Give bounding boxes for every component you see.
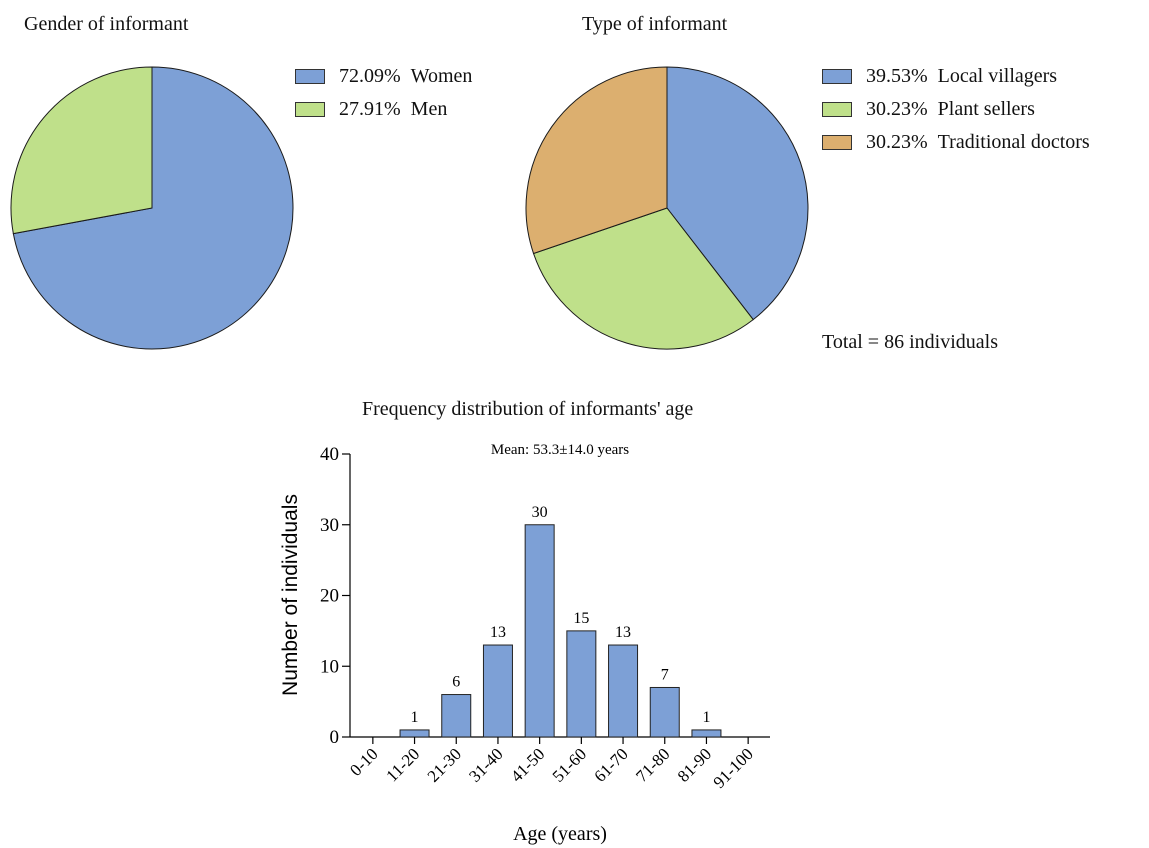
x-tick-label-51-60: 51-60 — [549, 744, 590, 785]
y-tick-label: 10 — [320, 656, 339, 677]
pie-slice-men — [10, 66, 153, 235]
legend-swatch-plant-sellers — [822, 102, 852, 117]
x-tick-label-0-10: 0-10 — [346, 744, 381, 779]
legend-label-local-villagers: Local villagers — [937, 65, 1058, 87]
legend-swatch-local-villagers — [822, 69, 852, 84]
bar-11-20 — [399, 729, 430, 738]
x-tick-label-21-30: 21-30 — [424, 744, 465, 785]
y-tick-label: 30 — [320, 515, 339, 536]
x-axis-label: Age (years) — [513, 823, 607, 845]
legend-pct-local-villagers: 39.53% — [866, 65, 928, 87]
type-pie-chart — [525, 66, 809, 350]
bar-31-40 — [482, 644, 513, 738]
legend-item-men: 27.91% Men — [295, 93, 472, 126]
legend-label-traditional-doctors: Traditional doctors — [937, 131, 1090, 153]
legend-item-plant-sellers: 30.23% Plant sellers — [822, 93, 1090, 126]
bar-value-label-71-80: 7 — [661, 666, 669, 683]
bar-chart-title: Frequency distribution of informants' ag… — [362, 398, 694, 420]
bar-value-label-61-70: 13 — [615, 624, 631, 641]
bar-value-label-51-60: 15 — [573, 610, 589, 627]
legend-pct-women: 72.09% — [339, 65, 401, 87]
pie-slice-plant-sellers — [532, 207, 754, 350]
legend-label-plant-sellers: Plant sellers — [937, 98, 1035, 120]
y-tick-label: 40 — [320, 444, 339, 465]
legend-pct-traditional-doctors: 30.23% — [866, 131, 928, 153]
bar-51-60 — [566, 630, 597, 738]
pie-slice-traditional-doctors — [525, 66, 668, 255]
bar-81-90 — [691, 729, 722, 738]
legend-item-traditional-doctors: 30.23% Traditional doctors — [822, 126, 1090, 159]
x-tick-label-31-40: 31-40 — [465, 744, 506, 785]
y-axis-label: Number of individuals — [279, 494, 302, 696]
legend-swatch-men — [295, 102, 325, 117]
pie-slice-local-villagers — [666, 66, 809, 321]
y-tick-label: 0 — [330, 727, 340, 748]
x-tick-label-91-100: 91-100 — [709, 744, 756, 791]
bar-chart-subtitle: Mean: 53.3±14.0 years — [491, 442, 629, 458]
y-tick-label: 20 — [320, 586, 339, 607]
legend-label-men: Men — [410, 98, 448, 120]
age-bar-chart: Mean: 53.3±14.0 years 0 10 20 30 40 0-10 1 11-20… — [279, 442, 770, 845]
type-pie-title: Type of informant — [582, 13, 728, 35]
legend-item-local-villagers: 39.53% Local villagers — [822, 60, 1090, 93]
x-tick-label-71-80: 71-80 — [632, 744, 673, 785]
legend-swatch-traditional-doctors — [822, 135, 852, 150]
bar-21-30 — [441, 694, 472, 738]
gender-legend: 72.09% Women 27.91% Men — [295, 60, 472, 126]
pie-slice-women — [12, 66, 294, 350]
legend-item-women: 72.09% Women — [295, 60, 472, 93]
x-tick-label-81-90: 81-90 — [674, 744, 715, 785]
bar-value-label-81-90: 1 — [702, 709, 710, 726]
bar-41-50 — [524, 524, 555, 738]
gender-pie-title: Gender of informant — [24, 13, 189, 35]
bar-value-label-31-40: 13 — [490, 624, 506, 641]
x-tick-label-11-20: 11-20 — [382, 744, 423, 785]
x-tick-label-61-70: 61-70 — [590, 744, 631, 785]
bar-value-label-41-50: 30 — [532, 504, 548, 521]
legend-label-women: Women — [410, 65, 473, 87]
type-legend: 39.53% Local villagers 30.23% Plant sell… — [822, 60, 1090, 159]
gender-pie-chart — [10, 66, 294, 350]
total-annotation: Total = 86 individuals — [822, 331, 998, 353]
legend-swatch-women — [295, 69, 325, 84]
x-tick-label-41-50: 41-50 — [507, 744, 548, 785]
bar-71-80 — [649, 686, 680, 738]
bar-value-label-11-20: 1 — [411, 709, 419, 726]
bar-61-70 — [608, 644, 639, 738]
legend-pct-plant-sellers: 30.23% — [866, 98, 928, 120]
bar-value-label-21-30: 6 — [452, 674, 460, 691]
legend-pct-men: 27.91% — [339, 98, 401, 120]
